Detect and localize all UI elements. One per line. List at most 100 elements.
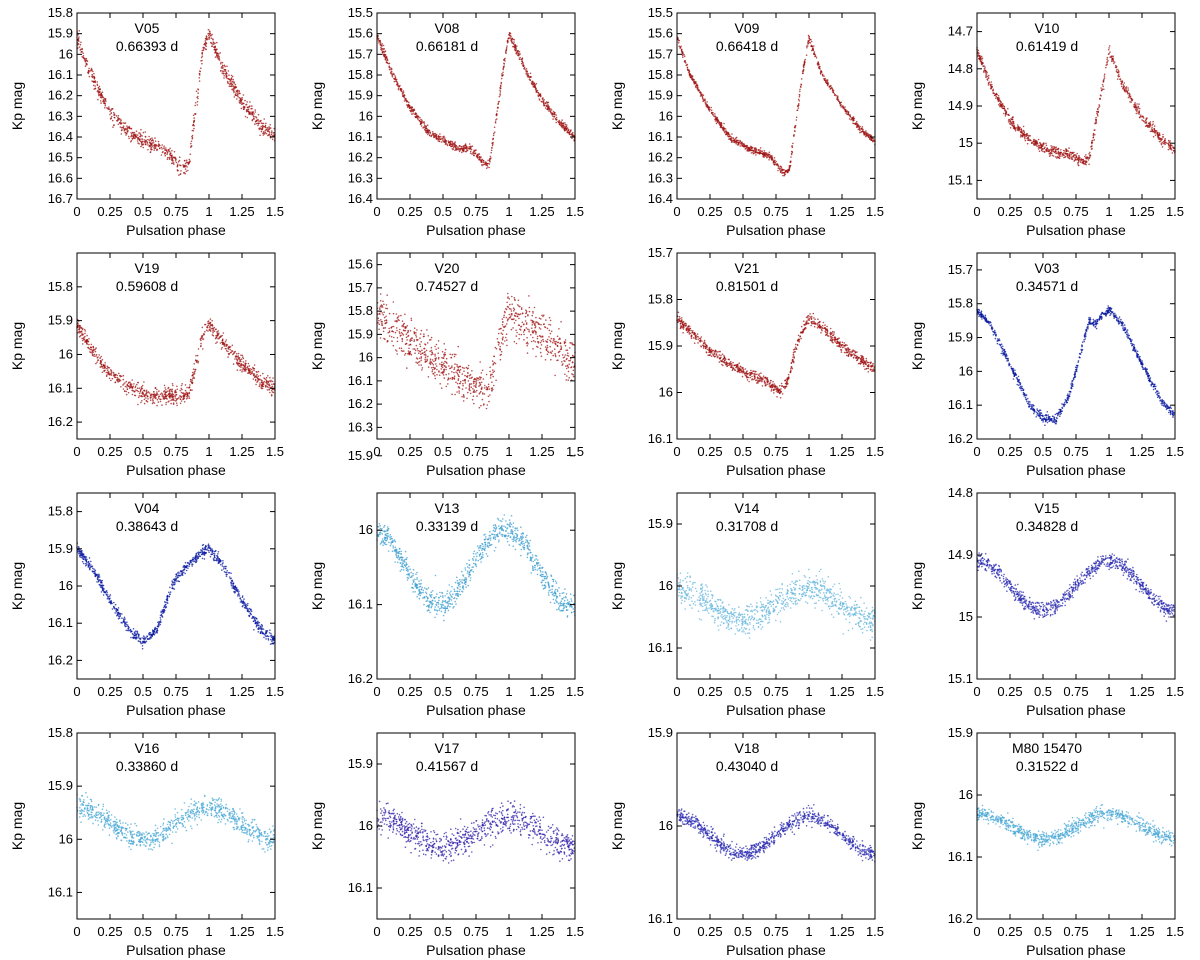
data-point	[700, 94, 703, 97]
data-point	[155, 394, 158, 397]
data-point	[1166, 142, 1168, 145]
data-point	[191, 134, 194, 137]
data-point	[505, 48, 508, 50]
data-point	[1057, 153, 1060, 156]
data-point	[180, 391, 183, 394]
data-point	[523, 66, 526, 69]
data-point	[448, 144, 451, 146]
x-axis-label: Pulsation phase	[126, 222, 226, 238]
data-point	[232, 81, 234, 83]
data-point	[1001, 107, 1004, 110]
data-point	[136, 389, 138, 392]
data-point	[261, 387, 264, 390]
data-point	[1097, 115, 1099, 117]
data-point	[807, 41, 809, 43]
data-point	[549, 319, 552, 322]
data-point	[450, 145, 453, 148]
data-point	[214, 48, 216, 51]
data-point	[558, 121, 560, 124]
data-point	[1037, 148, 1040, 150]
data-point	[187, 169, 189, 172]
data-point	[93, 355, 95, 357]
data-point	[1135, 108, 1137, 110]
data-point	[191, 381, 193, 384]
data-point	[418, 350, 421, 352]
data-point	[441, 137, 443, 140]
y-tick-label: 16.2	[648, 150, 673, 165]
data-point	[168, 158, 171, 160]
data-point	[1022, 125, 1025, 128]
data-point	[201, 51, 204, 54]
data-point	[143, 398, 146, 401]
data-point	[79, 326, 82, 329]
data-point	[476, 157, 479, 159]
data-point	[129, 381, 131, 383]
data-point	[409, 106, 411, 109]
data-point	[402, 93, 404, 95]
data-point	[780, 168, 783, 170]
data-point	[406, 100, 408, 102]
data-point	[856, 124, 859, 127]
data-point	[228, 85, 231, 87]
data-point	[795, 116, 798, 119]
data-point	[1051, 152, 1053, 155]
data-point	[691, 76, 694, 78]
data-point	[995, 95, 997, 98]
data-point	[169, 152, 172, 155]
data-point	[451, 140, 453, 143]
data-point	[127, 391, 130, 394]
data-point	[763, 156, 765, 158]
data-point	[249, 105, 251, 107]
data-point	[1026, 137, 1028, 140]
y-tick-label: 16.2	[48, 414, 73, 429]
data-point	[150, 146, 152, 148]
data-point	[1140, 114, 1142, 116]
data-point	[1007, 121, 1010, 123]
data-point	[262, 132, 264, 135]
data-point	[767, 154, 769, 156]
data-point	[208, 34, 210, 37]
data-point	[821, 74, 824, 76]
data-point	[185, 391, 188, 394]
data-point	[257, 377, 259, 380]
data-point	[382, 48, 384, 50]
data-point	[266, 389, 269, 391]
data-point	[410, 109, 413, 111]
data-point	[471, 145, 474, 147]
data-point	[183, 401, 186, 403]
data-point	[403, 100, 406, 102]
data-point	[184, 162, 187, 165]
data-point	[210, 42, 213, 44]
data-point	[1117, 71, 1119, 74]
data-point	[426, 124, 429, 126]
data-point	[689, 76, 692, 79]
data-point	[245, 360, 247, 362]
data-point	[551, 112, 554, 115]
data-point	[93, 353, 96, 356]
data-point	[810, 44, 813, 47]
data-point	[826, 79, 829, 81]
data-point	[1160, 142, 1163, 144]
data-point	[1016, 129, 1019, 131]
data-point	[390, 70, 393, 73]
data-point	[464, 143, 467, 145]
data-point	[773, 160, 775, 162]
data-point	[105, 374, 108, 376]
data-point	[525, 311, 528, 314]
data-point	[454, 141, 456, 143]
data-point	[237, 364, 239, 366]
data-point	[827, 83, 829, 86]
data-point	[236, 359, 238, 361]
data-point	[145, 391, 148, 393]
data-point	[455, 353, 457, 356]
data-point	[492, 138, 494, 140]
data-point	[186, 393, 188, 396]
data-point	[446, 143, 448, 146]
data-point	[180, 396, 183, 398]
data-point	[759, 147, 762, 149]
data-point	[1078, 154, 1080, 157]
data-point	[1091, 142, 1093, 145]
data-point	[524, 68, 526, 71]
data-point	[1063, 154, 1065, 156]
data-point	[497, 103, 499, 105]
